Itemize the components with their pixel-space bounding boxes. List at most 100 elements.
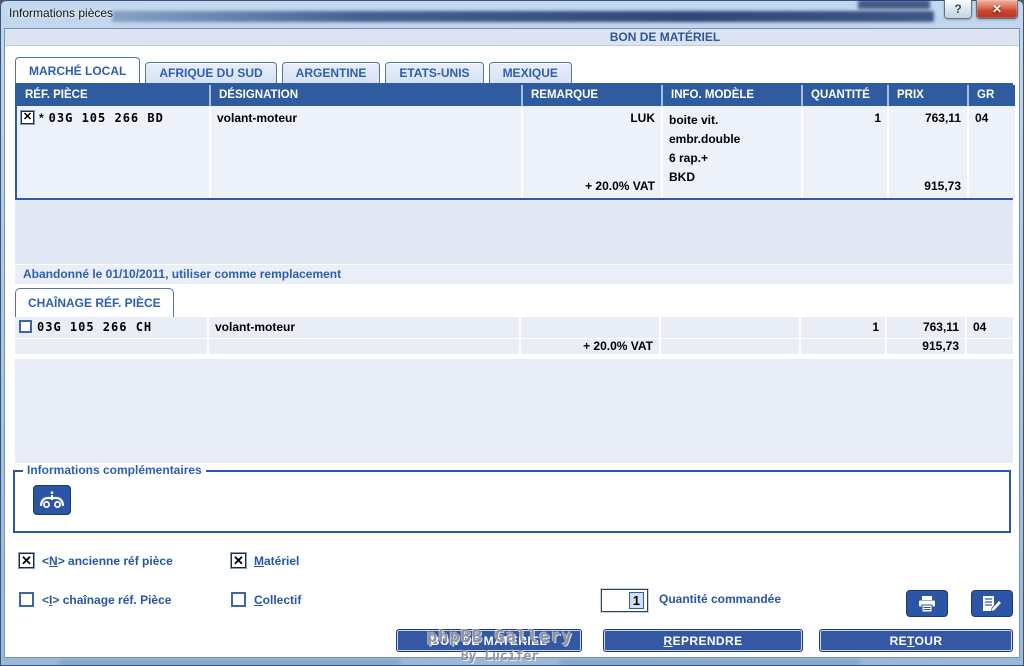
col-gr: GR [969,85,1015,106]
edit-icon [983,595,1003,612]
price-net: 763,11 [924,111,961,125]
col-quantite: QUANTITÉ [803,85,887,106]
aero-border-smudge [60,660,400,665]
car-info-icon [39,491,65,508]
option-chainage-ref[interactable]: <I> chaînage réf. Pièce [19,592,171,607]
parts-table: RÉF. PIÈCE DÉSIGNATION REMARQUE INFO. MO… [15,83,1015,200]
remark-brand: LUK [630,111,655,125]
col-prix: PRIX [889,85,967,106]
header-strip: BON DE MATÉRIEL [5,29,1019,46]
page-title: BON DE MATÉRIEL [609,30,721,44]
empty-list-area-2 [15,359,1013,463]
aero-border-smudge [560,660,860,665]
abandon-notice: Abandonné le 01/10/2011, utiliser comme … [15,265,1013,284]
bon-de-materiel-button[interactable]: BON DE MATÉRIEL [396,629,582,652]
checkbox-label: <I> chaînage réf. Pièce [42,592,172,607]
model-info-cell: boite vit. embr.double 6 rap.+ BKD [663,106,801,198]
tab-label: ARGENTINE [295,66,367,80]
chain-table: 03G 105 266 CH volant-moteur 1 763,11 04… [15,317,1013,354]
price-cell: 763,11 [887,317,965,338]
chain-tab-row: CHAÎNAGE RÉF. PIÈCE [15,288,174,317]
car-info-button[interactable] [33,485,71,515]
complementary-info-box: Informations complémentaires [13,463,1011,533]
print-button[interactable] [906,590,948,617]
button-label: BON DE MATÉRIEL [430,633,548,648]
checkbox-collectif[interactable] [231,592,246,607]
chain-table-row[interactable]: 03G 105 266 CH volant-moteur 1 763,11 04 [15,317,1013,338]
quantity-input[interactable]: 1 [601,589,648,612]
close-icon: ✕ [991,2,1003,16]
help-button[interactable]: ? [944,0,972,19]
checkbox-x-mark: ✕ [21,553,32,568]
model-info-cell [661,317,799,338]
price-cell: 763,11 915,73 [889,106,967,198]
empty-list-area [15,200,1013,264]
window-title: Informations pièces [9,6,114,20]
chain-table-subrow: + 20.0% VAT 915,73 [15,339,1013,354]
tab-label: MARCHÉ LOCAL [29,63,127,78]
option-materiel[interactable]: ✕ Matériel [230,552,300,569]
close-button[interactable]: ✕ [976,0,1018,19]
checkbox-x-mark: ✕ [22,111,33,123]
designation-cell: volant-moteur [209,317,519,338]
remark-cell: LUK + 20.0% VAT [523,106,661,198]
tab-mexique[interactable]: MEXIQUE [488,62,572,83]
row-checkbox[interactable]: ✕ [20,110,35,125]
checkbox-x-mark: ✕ [233,553,244,568]
checkbox-label: Matériel [254,553,300,568]
quantity-cell: 1 [801,317,885,338]
vat-note: + 20.0% VAT [585,179,655,193]
col-remarque: REMARQUE [523,85,661,106]
tab-marche-local[interactable]: MARCHÉ LOCAL [15,57,141,83]
tab-label: ETATS-UNIS [399,66,470,80]
complementary-info-legend: Informations complémentaires [23,463,206,477]
price-vat: 915,73 [887,339,965,354]
price-vat: 915,73 [924,179,961,193]
titlebar-glass-reflection [112,11,934,22]
tab-chainage-ref-piece[interactable]: CHAÎNAGE RÉF. PIÈCE [15,288,174,317]
model-info-line: BKD [669,170,695,184]
row-checkbox[interactable] [19,320,32,333]
col-ref-piece: RÉF. PIÈCE [17,85,209,106]
tab-afrique-du-sud[interactable]: AFRIQUE DU SUD [145,62,277,83]
checkbox-label: <N> ancienne réf pièce [42,553,173,568]
retour-button[interactable]: RETOUR [819,629,1013,652]
remark-cell [521,317,659,338]
model-info-line: embr.double [669,132,741,146]
vat-note: + 20.0% VAT [521,339,659,354]
option-ancienne-ref[interactable]: ✕ <N> ancienne réf pièce [18,552,173,569]
help-icon: ? [954,2,962,16]
tab-label: CHAÎNAGE RÉF. PIÈCE [28,296,161,310]
quantity-value: 1 [628,592,644,609]
checkbox-ancienne-ref[interactable]: ✕ [18,552,35,569]
parts-table-row[interactable]: ✕ * 03G 105 266 BD volant-moteur LUK + 2… [17,106,1015,198]
checkbox-label: Collectif [254,592,302,607]
edit-button[interactable] [971,590,1013,617]
option-collectif[interactable]: Collectif [231,592,301,607]
checkbox-chainage-ref[interactable] [19,592,34,607]
selected-marker: * [39,111,44,125]
col-designation: DÉSIGNATION [211,85,521,106]
parts-table-header: RÉF. PIÈCE DÉSIGNATION REMARQUE INFO. MO… [17,85,1015,106]
tab-etats-unis[interactable]: ETATS-UNIS [385,62,484,83]
quantity-label: Quantité commandée [659,592,782,606]
dialog-body: BON DE MATÉRIEL MARCHÉ LOCAL AFRIQUE DU … [4,28,1020,658]
printer-icon [919,595,935,612]
gr-cell: 04 [969,106,1015,198]
titlebar[interactable]: Informations pièces ? ✕ [0,0,1024,28]
model-info-line: boite vit. [669,113,719,127]
tab-label: MEXIQUE [502,66,558,80]
reprendre-button[interactable]: REPRENDRE [603,629,803,652]
model-info-line: 6 rap.+ [669,151,709,165]
checkbox-materiel[interactable]: ✕ [230,552,247,569]
titlebar-glass-reflection-2 [858,0,930,9]
designation-cell: volant-moteur [211,106,521,198]
gr-cell: 04 [967,317,1013,338]
col-info-modele: INFO. MODÈLE [663,85,801,106]
tab-argentine[interactable]: ARGENTINE [281,62,381,83]
button-label: RETOUR [889,633,943,648]
quantity-cell: 1 [803,106,887,198]
part-number: 03G 105 266 CH [37,320,153,334]
button-label: REPRENDRE [663,633,743,648]
